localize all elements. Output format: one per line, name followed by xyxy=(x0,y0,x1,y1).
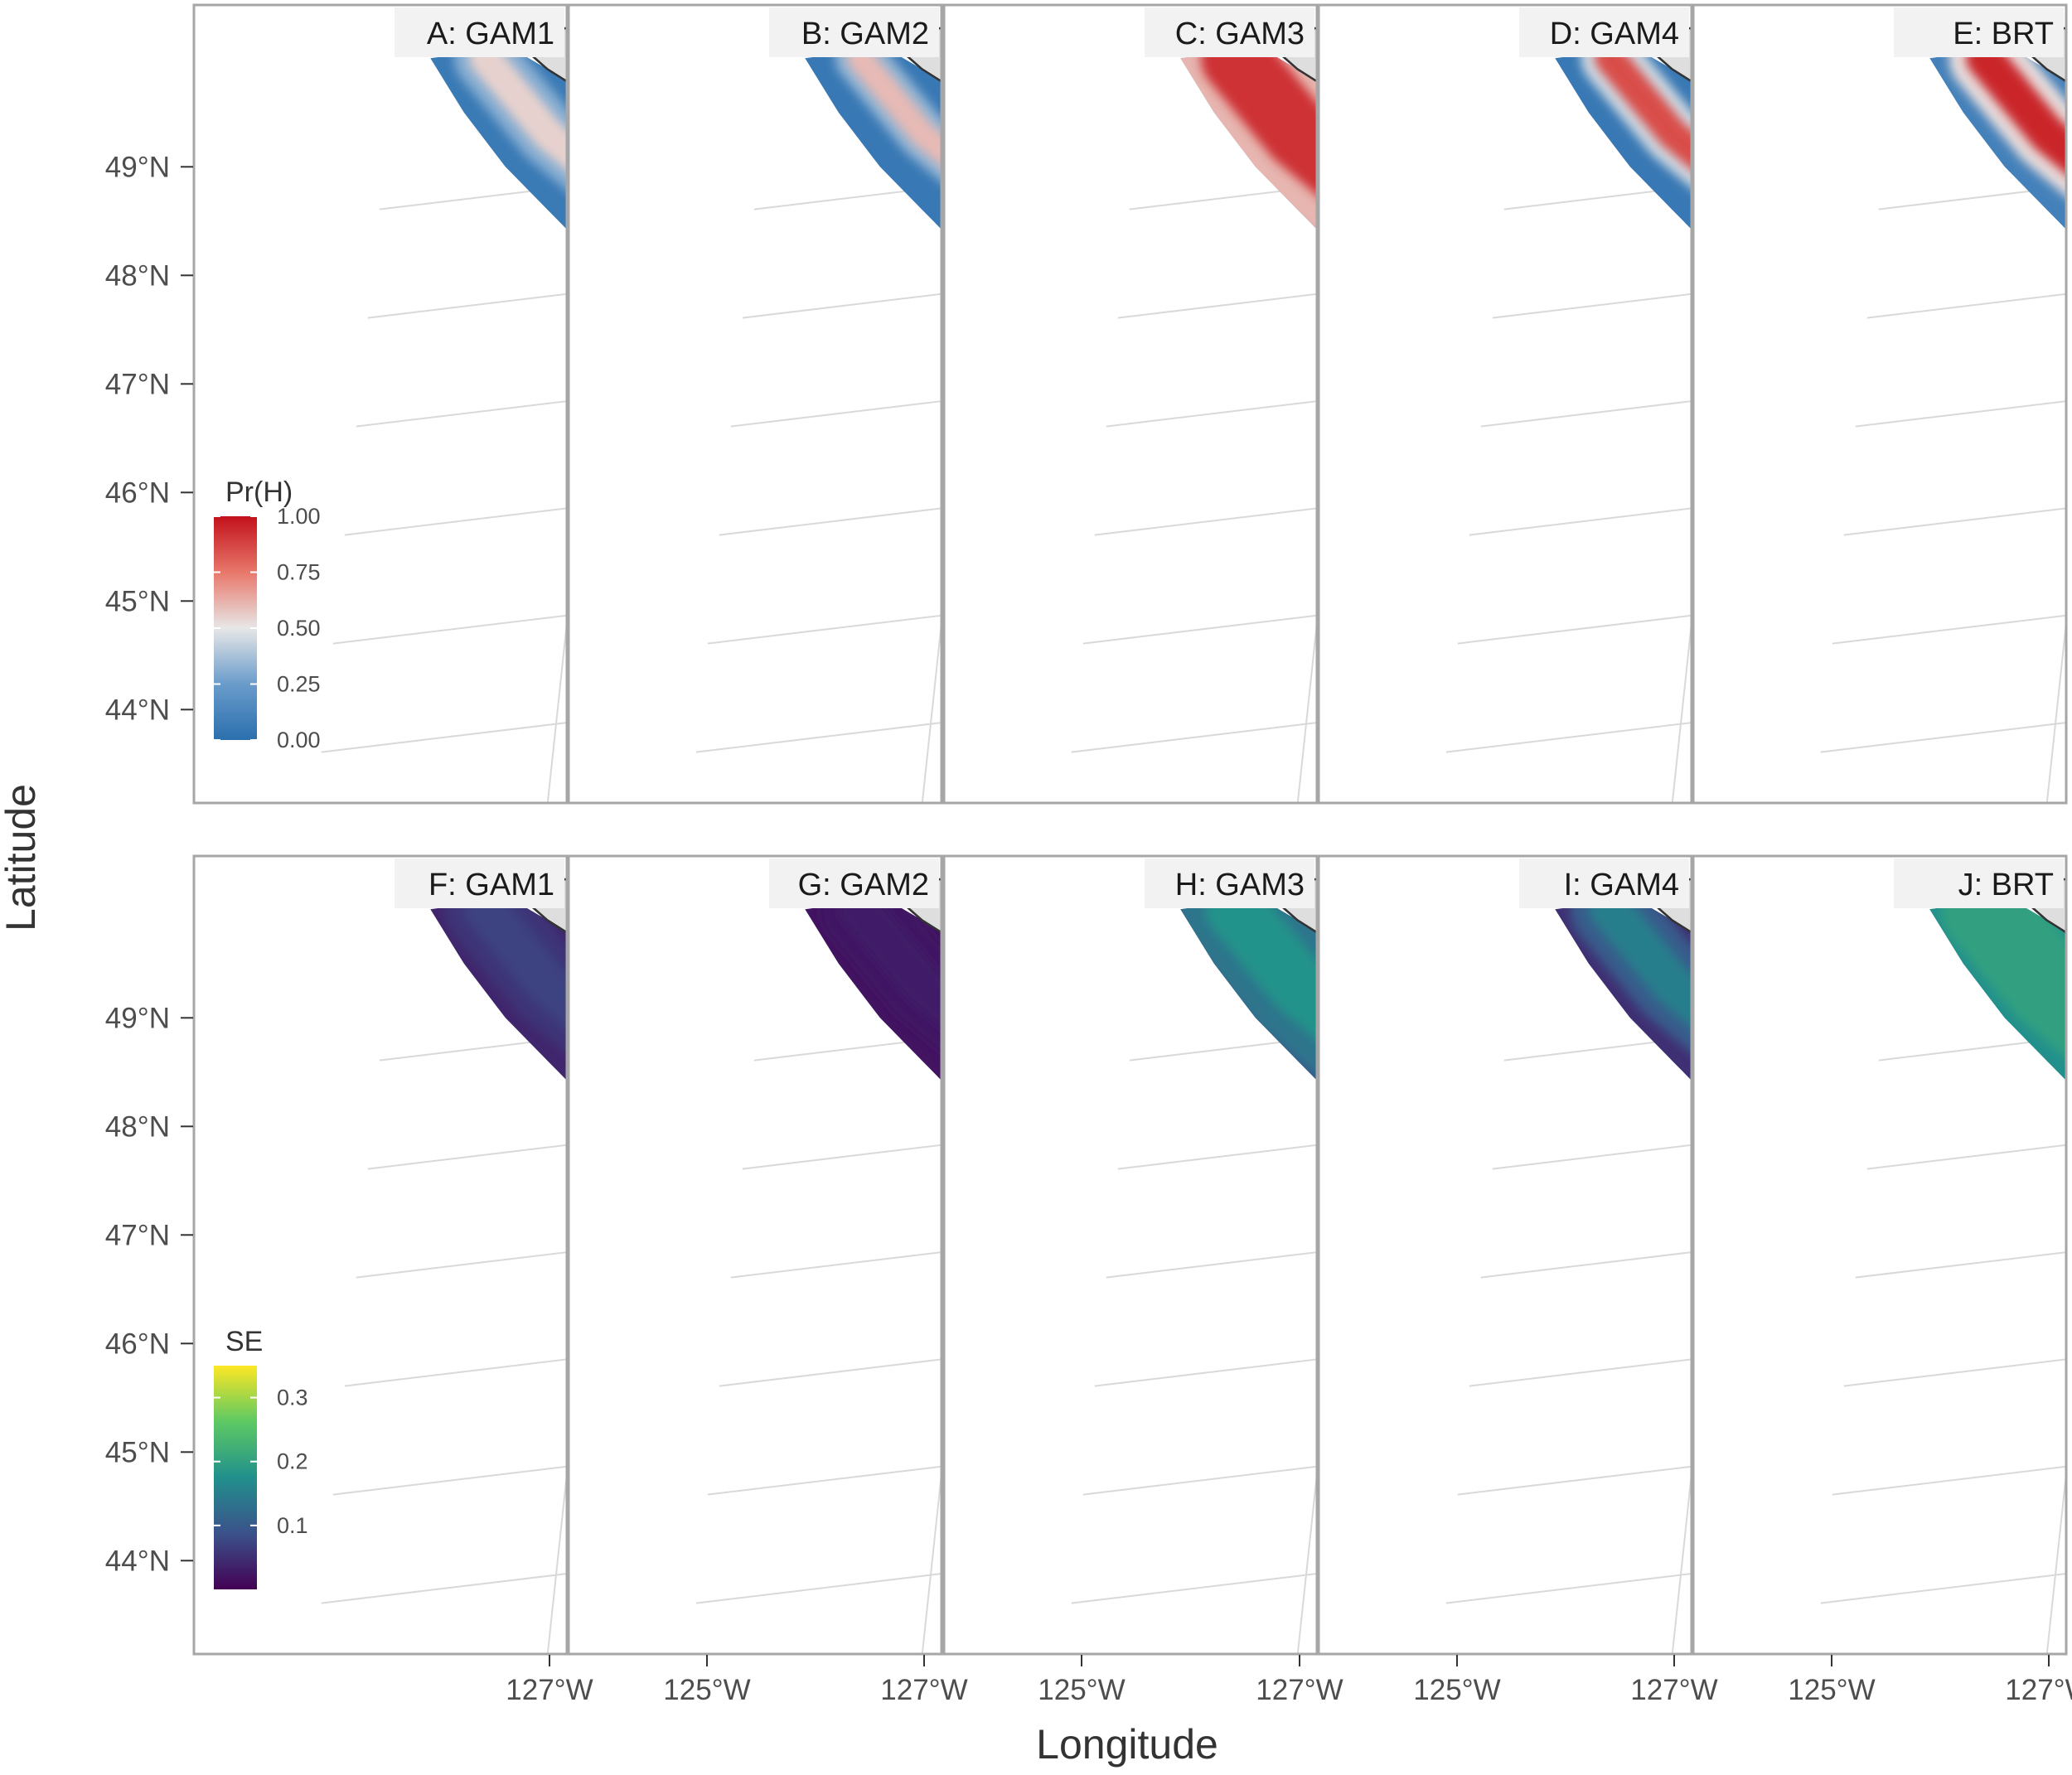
y-tick-label: 47°N xyxy=(105,1219,170,1251)
legend-colorbar xyxy=(214,1366,257,1589)
legends-layer: Pr(H)1.00 0.75 0.50 0.25 0.00 SE 0.3 0.2 0.1 xyxy=(214,476,321,1589)
coastline xyxy=(501,27,568,84)
x-tick-label: 127°W xyxy=(880,1674,967,1706)
legend-label: 0.00 xyxy=(277,728,321,752)
panel-border xyxy=(1317,3,1693,805)
strip-background xyxy=(1894,858,2064,908)
panel-label: C: GAM3 xyxy=(1175,17,1305,51)
panel-border xyxy=(1317,854,1693,1656)
graticule xyxy=(1820,186,2067,804)
y-tick-label: 49°N xyxy=(105,1002,170,1034)
strip-background xyxy=(1145,858,1314,908)
graticule xyxy=(1445,186,1692,804)
map-panel: E: BRT xyxy=(1692,3,2068,805)
panel-border xyxy=(1692,3,2068,805)
coastline xyxy=(876,878,942,935)
legend: SE 0.3 0.2 0.1 xyxy=(214,1326,308,1589)
legend-title: SE xyxy=(225,1326,263,1357)
x-tick-label: 127°W xyxy=(506,1674,593,1706)
y-tick-label: 48°N xyxy=(105,1110,170,1143)
strip-background xyxy=(1145,7,1314,57)
panel-border xyxy=(567,3,943,805)
panel-border xyxy=(942,3,1319,805)
legend-label: 0.2 xyxy=(277,1449,308,1474)
strip-background xyxy=(1894,7,2064,57)
y-tick-label: 44°N xyxy=(105,1545,170,1577)
coastline xyxy=(2001,878,2067,935)
panel-border xyxy=(1692,854,2068,1656)
panel-label: G: GAM2 xyxy=(798,868,929,902)
panels-layer: A: GAM1 B: GAM2 C: GAM3 D: GAM4 E: BRT F: GAM… xyxy=(192,3,2068,1656)
graticule xyxy=(695,186,942,804)
x-tick-label: 125°W xyxy=(1413,1674,1500,1706)
panel-label: D: GAM4 xyxy=(1550,17,1679,51)
panel-label: A: GAM1 xyxy=(427,17,554,51)
y-tick-label: 44°N xyxy=(105,694,170,726)
panel-label: H: GAM3 xyxy=(1175,868,1305,902)
strip-background xyxy=(395,858,564,908)
y-tick-label: 49°N xyxy=(105,151,170,183)
strip-background xyxy=(395,7,564,57)
map-panel: B: GAM2 xyxy=(567,3,943,805)
panel-border xyxy=(942,854,1319,1656)
x-tick-label: 127°W xyxy=(1256,1674,1343,1706)
map-panel: D: GAM4 xyxy=(1317,3,1693,805)
coastline xyxy=(501,878,568,935)
coastline xyxy=(876,27,942,84)
y-tick-label: 48°N xyxy=(105,259,170,292)
x-tick-label: 125°W xyxy=(1788,1674,1875,1706)
panel-label: F: GAM1 xyxy=(428,868,554,902)
graticule xyxy=(1820,1037,2067,1655)
graticule xyxy=(321,186,568,804)
graticule xyxy=(1071,1037,1318,1655)
graticule xyxy=(1071,186,1318,804)
strip-background xyxy=(769,7,939,57)
graticule xyxy=(695,1037,942,1655)
strip-background xyxy=(1519,7,1689,57)
coastline xyxy=(1626,878,1692,935)
map-panel: H: GAM3 xyxy=(942,854,1319,1656)
panel-label: I: GAM4 xyxy=(1564,868,1679,902)
panel-label: E: BRT xyxy=(1953,17,2054,51)
panel-border xyxy=(192,854,569,1656)
map-panel: J: BRT xyxy=(1692,854,2068,1656)
legend-label: 0.50 xyxy=(277,616,321,641)
map-panel: I: GAM4 xyxy=(1317,854,1693,1656)
coastline xyxy=(2001,27,2067,84)
strip-background xyxy=(1519,858,1689,908)
legend-label: 0.75 xyxy=(277,560,321,585)
y-tick-label: 46°N xyxy=(105,1328,170,1360)
legend-label: 0.1 xyxy=(277,1513,308,1538)
panel-border xyxy=(192,3,569,805)
panel-border xyxy=(567,854,943,1656)
y-axis-title: Latitude xyxy=(0,784,44,931)
y-tick-label: 46°N xyxy=(105,476,170,509)
graticule xyxy=(1445,1037,1692,1655)
x-tick-label: 127°W xyxy=(2005,1674,2072,1706)
panel-label: B: GAM2 xyxy=(801,17,929,51)
graticule xyxy=(321,1037,568,1655)
strip-background xyxy=(769,858,939,908)
y-tick-label: 45°N xyxy=(105,585,170,617)
legend-label: 1.00 xyxy=(277,504,321,529)
x-tick-label: 125°W xyxy=(1038,1674,1125,1706)
y-tick-label: 47°N xyxy=(105,368,170,400)
x-axis-title: Longitude xyxy=(1036,1721,1218,1768)
map-panel: C: GAM3 xyxy=(942,3,1319,805)
axes-layer: 44°N 45°N 46°N 47°N 48°N 49°N 44°N 45°N 46°N 47°N… xyxy=(105,151,2072,1706)
legend-label: 0.25 xyxy=(277,672,321,697)
panel-label: J: BRT xyxy=(1958,868,2054,902)
y-tick-label: 45°N xyxy=(105,1436,170,1468)
legend-label: 0.3 xyxy=(277,1386,308,1410)
map-panel: G: GAM2 xyxy=(567,854,943,1656)
coastline xyxy=(1626,27,1692,84)
x-tick-label: 125°W xyxy=(663,1674,750,1706)
coastline xyxy=(1251,878,1318,935)
coastline xyxy=(1251,27,1318,84)
legend-title: Pr(H) xyxy=(225,476,293,508)
legend-colorbar xyxy=(214,516,257,740)
x-tick-label: 127°W xyxy=(1630,1674,1717,1706)
legend: Pr(H)1.00 0.75 0.50 0.25 0.00 xyxy=(214,476,321,752)
